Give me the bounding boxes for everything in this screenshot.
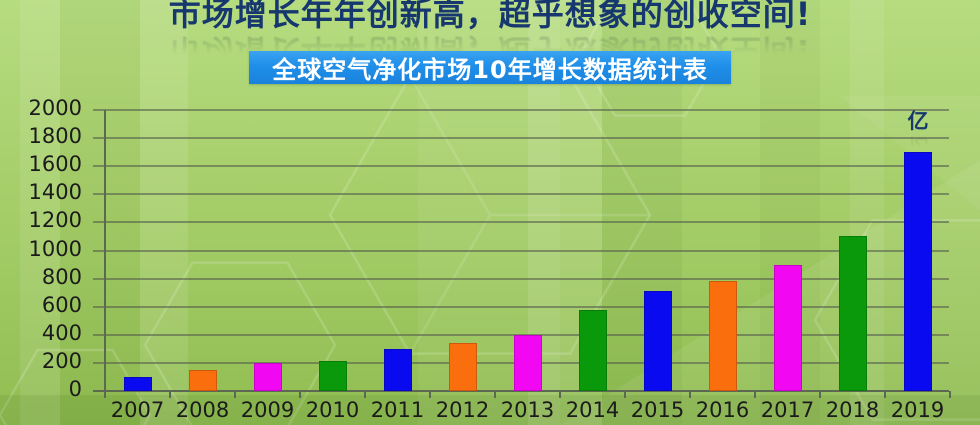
bar-2015 bbox=[643, 291, 672, 391]
x-axis-line bbox=[93, 390, 949, 392]
bar-2016 bbox=[708, 281, 737, 391]
gridline bbox=[93, 249, 949, 252]
bar-2012 bbox=[448, 342, 477, 391]
bg-bottom-shade bbox=[0, 395, 980, 425]
y-tick-label: 0 bbox=[68, 377, 82, 401]
bar-2017 bbox=[773, 264, 802, 391]
x-axis-tick bbox=[949, 391, 951, 398]
bar-2019 bbox=[903, 152, 932, 391]
x-tick-label: 2010 bbox=[305, 398, 360, 422]
x-tick-label: 2019 bbox=[890, 398, 945, 422]
y-tick-label: 800 bbox=[41, 264, 82, 289]
bar-2008 bbox=[188, 369, 217, 391]
x-tick-label: 2012 bbox=[435, 398, 490, 422]
bar-2014 bbox=[578, 309, 607, 391]
gridline bbox=[93, 221, 949, 224]
gridline bbox=[93, 137, 949, 140]
x-tick-label: 2009 bbox=[240, 398, 295, 422]
gridline bbox=[93, 305, 949, 308]
bg-stripe bbox=[60, 0, 140, 425]
x-axis-tick bbox=[234, 391, 236, 398]
x-tick-label: 2018 bbox=[825, 398, 880, 422]
x-tick-label: 2008 bbox=[175, 398, 230, 422]
x-tick-label: 2017 bbox=[760, 398, 815, 422]
unit-label: 亿 bbox=[907, 109, 929, 133]
y-tick-label: 1400 bbox=[28, 180, 82, 205]
bg-stripe bbox=[140, 0, 188, 425]
chart-title: 全球空气净化市场10年增长数据统计表 bbox=[272, 56, 708, 84]
x-tick-label: 2013 bbox=[500, 398, 555, 422]
x-axis-tick bbox=[559, 391, 561, 398]
bg-stripe bbox=[20, 0, 60, 425]
x-axis-tick bbox=[624, 391, 626, 398]
x-tick-label: 2015 bbox=[630, 398, 685, 422]
x-axis-tick bbox=[429, 391, 431, 398]
y-tick-label: 1000 bbox=[28, 236, 82, 261]
y-tick-label: 1200 bbox=[28, 208, 82, 233]
gridline bbox=[93, 165, 949, 168]
y-tick-label: 200 bbox=[41, 348, 82, 373]
gridline bbox=[93, 109, 949, 111]
y-axis-line bbox=[104, 110, 106, 391]
y-tick-label: 2000 bbox=[28, 96, 82, 120]
x-axis-tick bbox=[364, 391, 366, 398]
bar-2010 bbox=[318, 360, 347, 391]
x-tick-label: 2016 bbox=[695, 398, 750, 422]
x-tick-label: 2011 bbox=[370, 398, 425, 422]
bar-2011 bbox=[383, 348, 412, 391]
y-tick-label: 400 bbox=[41, 320, 82, 345]
x-axis-tick bbox=[299, 391, 301, 398]
x-axis-tick bbox=[689, 391, 691, 398]
x-axis-tick bbox=[884, 391, 886, 398]
x-axis-tick bbox=[819, 391, 821, 398]
x-tick-label: 2007 bbox=[110, 398, 165, 422]
y-tick-label: 1800 bbox=[28, 124, 82, 149]
x-tick-label: 2014 bbox=[565, 398, 620, 422]
x-axis-tick bbox=[104, 391, 106, 398]
bar-2007 bbox=[123, 376, 152, 391]
gridline bbox=[93, 277, 949, 280]
y-tick-label: 600 bbox=[41, 292, 82, 317]
x-axis-tick bbox=[494, 391, 496, 398]
gridline bbox=[93, 193, 949, 196]
x-axis-tick bbox=[169, 391, 171, 398]
y-tick-label: 1600 bbox=[28, 152, 82, 177]
x-axis-tick bbox=[754, 391, 756, 398]
bar-2018 bbox=[838, 236, 867, 391]
bar-2009 bbox=[253, 362, 282, 391]
page-title: 市场增长年年创新高，超乎想象的创收空间! bbox=[168, 0, 812, 33]
bar-2013 bbox=[513, 334, 542, 391]
chart-title-banner: 全球空气净化市场10年增长数据统计表 bbox=[249, 51, 731, 84]
